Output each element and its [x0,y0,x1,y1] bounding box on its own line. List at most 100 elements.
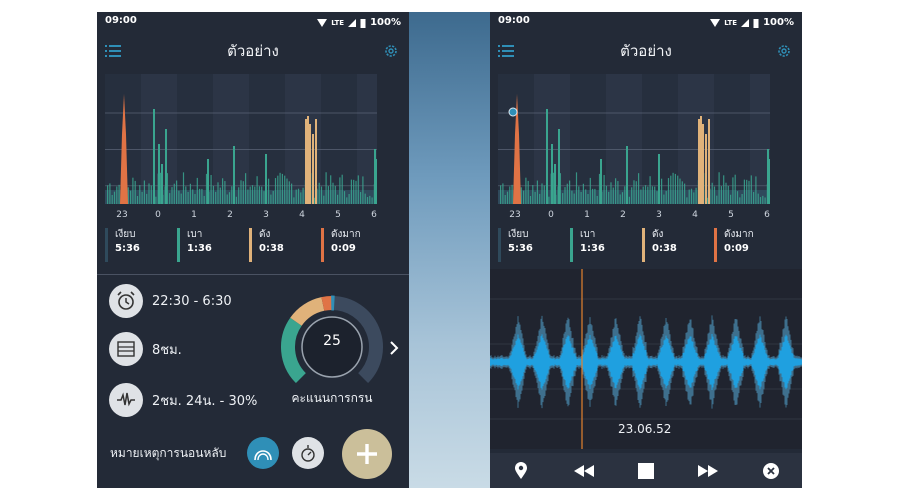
snore-bar-light [343,191,346,204]
snore-bar-light [617,181,619,204]
app-bar: ตัวอย่าง [97,36,409,66]
snore-bar-light [695,187,697,204]
close-icon[interactable] [760,460,782,482]
audio-waveform-panel[interactable] [490,269,802,449]
snore-bar-light [527,180,529,204]
snore-bar-light [757,193,759,204]
chevron-right-icon[interactable] [387,339,401,357]
snore-bar-light [173,183,175,204]
snore-tag-button[interactable] [247,437,279,469]
snore-bar-light [146,193,148,204]
snore-bar-light [286,178,288,204]
snore-bar-light [656,191,658,204]
snore-bar-light [621,192,624,204]
snore-bar-light [631,187,633,204]
snore-bar-light [288,181,290,204]
hour-tick: 2 [227,210,233,220]
snore-bar-light [767,149,769,204]
legend-item: ดัง 0:38 [642,228,677,262]
snore-bar-light [661,178,663,204]
snore-bar-epic [513,94,521,204]
snore-bar-light [182,172,185,204]
snore-bar-light [559,173,561,204]
status-time: 09:00 [105,15,137,26]
snore-bar-light [185,186,187,204]
snore-bar-light [339,177,341,204]
snore-stat-row: 2ชม. 24น. - 30% [109,383,257,417]
hour-band [357,74,377,204]
snore-bar-light [640,189,642,204]
snore-bar-light [270,194,272,204]
legend-value: 0:09 [724,243,749,254]
status-time: 09:00 [498,15,530,26]
snore-bar-light [153,109,155,204]
snore-bar-light [769,159,770,204]
snore-bar-light [672,172,674,204]
gear-icon[interactable] [776,43,792,59]
snore-bar-light [605,185,607,204]
snore-bar-light [300,192,302,204]
gear-icon[interactable] [383,43,399,59]
snore-bar-light [353,179,355,204]
snore-bar-light [642,186,644,204]
snore-bar-light [127,187,129,204]
plus-icon [357,444,377,464]
add-note-button[interactable] [342,429,392,479]
snore-timeline-chart[interactable] [105,74,377,204]
page-title: ตัวอย่าง [227,42,279,60]
snore-legend: เงียบ 5:36 เบา 1:36 ดัง 0:38 ดังมาก 0:09 [105,228,405,268]
snore-bar-light [332,182,334,204]
snore-bar-light [132,177,134,204]
legend-item: เงียบ 5:36 [105,228,140,262]
stop-icon[interactable] [635,460,657,482]
snore-bar-light [165,129,167,204]
snore-bar-light [608,191,610,204]
hour-tick: 6 [764,210,770,220]
snore-bar-light [180,193,182,204]
snore-bar-light [242,181,244,204]
snore-bar-light [569,180,571,204]
snore-bar-light [543,185,545,204]
snore-bar-light [582,183,584,204]
fast-forward-icon[interactable] [697,460,719,482]
snore-bar-light [212,185,214,204]
signal-icon [348,18,357,27]
location-pin-icon[interactable] [510,460,532,482]
snore-bar-light [686,197,688,204]
snore-bar-light [548,196,550,204]
menu-icon[interactable] [105,44,121,58]
snore-bar-light [596,195,598,204]
hour-tick: 1 [584,210,590,220]
rewind-icon[interactable] [573,460,595,482]
legend-item: เบา 1:36 [177,228,212,262]
legend-name: ดังมาก [724,229,754,240]
audio-waveform[interactable] [490,269,802,449]
waveform-signal [490,334,802,390]
snore-bar-light [511,184,513,204]
page-title: ตัวอย่าง [620,42,672,60]
status-indicators: LTE 100% [710,15,794,30]
bed-icon [109,332,143,366]
snore-bar-light [592,188,594,204]
snore-bar-light [748,180,750,204]
snore-bar-light [148,183,150,204]
snore-bar-light [228,192,231,204]
playback-position-marker[interactable] [508,107,518,117]
snore-bar-light [130,190,132,204]
snore-bar-light [337,194,339,204]
snore-bar-light [362,176,364,204]
snore-bar-light [113,191,116,204]
snore-timeline-chart[interactable] [498,74,770,204]
hour-tick: 23 [116,210,128,220]
snore-bar-light [532,185,534,204]
snore-bar-light [291,183,293,204]
menu-icon[interactable] [498,44,514,58]
snore-bar-light [734,174,736,204]
snore-score-gauge[interactable] [280,295,384,399]
note-tag-button[interactable] [292,437,324,469]
snore-bar-light [284,175,286,204]
background-sky [405,12,492,488]
snore-bar-light [558,129,560,204]
snore-bar-light [139,185,141,204]
snore-bar-light [111,194,113,204]
